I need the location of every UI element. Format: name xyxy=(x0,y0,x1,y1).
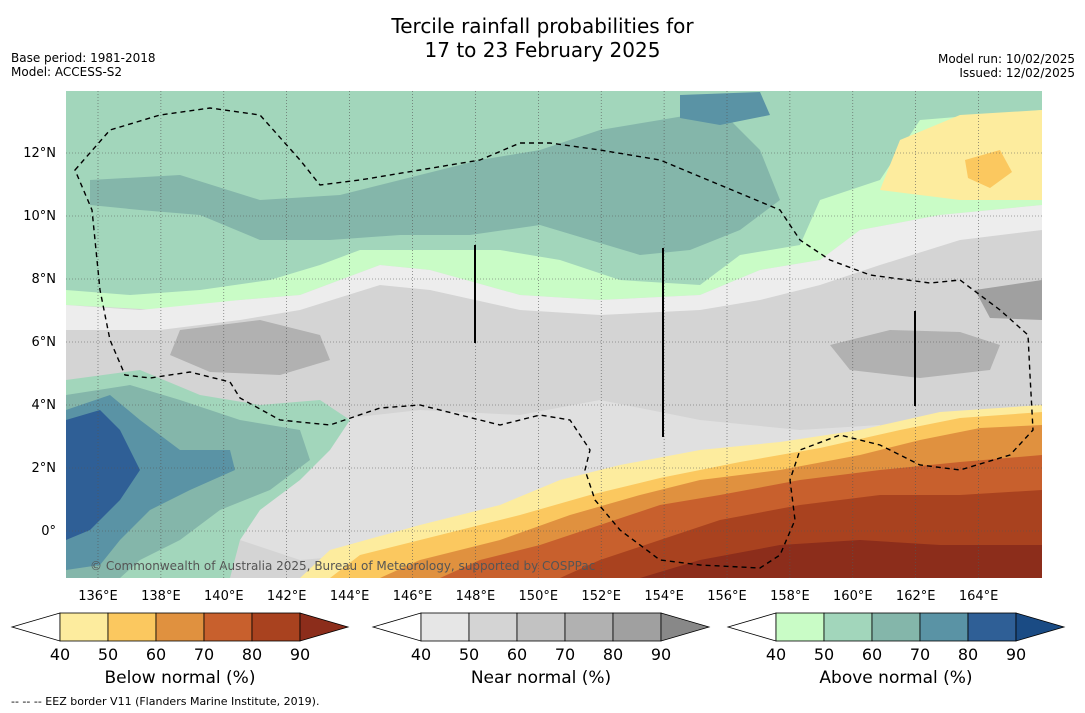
colorbar-0-segment-3 xyxy=(203,612,253,642)
colorbar-0-segment-0 xyxy=(59,612,109,642)
base-period: Base period: 1981-2018 xyxy=(11,51,156,65)
colorbar-2-segment-4 xyxy=(967,612,1017,642)
probability-map xyxy=(66,91,1042,578)
lon-label-6: 148°E xyxy=(456,589,496,604)
meta-left: Base period: 1981-2018 Model: ACCESS-S2 xyxy=(11,51,156,79)
lon-label-3: 142°E xyxy=(267,589,307,604)
colorbar-label-near: Near normal (%) xyxy=(470,668,612,688)
meta-right: Model run: 10/02/2025 Issued: 12/02/2025 xyxy=(938,52,1075,80)
colorbar-1-tick-0: 40 xyxy=(411,645,431,664)
colorbar-1-extend-low xyxy=(371,612,422,642)
colorbar-0-extend-high xyxy=(299,612,350,642)
lon-label-0: 136°E xyxy=(78,589,118,604)
gridlines xyxy=(66,91,1042,578)
lat-label-2: 8°N xyxy=(32,272,57,287)
latitude-labels: 12°N 10°N 8°N 6°N 4°N 2°N 0° xyxy=(23,146,56,539)
chart-title-line1: Tercile rainfall probabilities for xyxy=(391,14,694,38)
lon-label-4: 144°E xyxy=(330,589,370,604)
colorbar-2-tick-5: 90 xyxy=(1006,645,1026,664)
colorbar-label-below: Below normal (%) xyxy=(104,668,256,688)
colorbar-1-tick-1: 50 xyxy=(459,645,479,664)
above-normal-90-region-sw xyxy=(66,410,140,540)
above-normal-70-region xyxy=(90,110,780,255)
colorbar-1-segment-4 xyxy=(612,612,662,642)
colorbar-0-tick-3: 70 xyxy=(194,645,214,664)
colorbar-0-tick-1: 50 xyxy=(98,645,118,664)
model-name: Model: ACCESS-S2 xyxy=(11,65,123,79)
issued-date: Issued: 12/02/2025 xyxy=(959,66,1075,80)
lon-label-7: 150°E xyxy=(519,589,559,604)
colorbar-2-tick-4: 80 xyxy=(958,645,978,664)
colorbar-0-segment-2 xyxy=(155,612,205,642)
lon-label-2: 140°E xyxy=(204,589,244,604)
colorbar-1-segment-1 xyxy=(468,612,518,642)
lat-label-0: 12°N xyxy=(23,146,56,161)
model-run: Model run: 10/02/2025 xyxy=(937,52,1075,66)
colorbars: 40 50 60 70 80 90 40 50 60 70 80 90 40 50 60 70 80 90 xyxy=(10,612,1066,664)
colorbar-0-extend-low xyxy=(10,612,61,642)
colorbar-2-tick-0: 40 xyxy=(766,645,786,664)
colorbar-2-segment-2 xyxy=(871,612,921,642)
copyright-text: © Commonwealth of Australia 2025, Bureau… xyxy=(90,559,595,573)
lat-label-3: 6°N xyxy=(32,335,57,350)
near-normal-70-region-west xyxy=(170,320,330,375)
colorbar-0-tick-5: 90 xyxy=(290,645,310,664)
below-normal-max-region-south xyxy=(640,540,1042,578)
colorbar-1-tick-2: 60 xyxy=(507,645,527,664)
colorbar-2-tick-2: 60 xyxy=(862,645,882,664)
colorbar-0: 40 50 60 70 80 90 xyxy=(10,612,350,664)
footnote: -- -- -- EEZ border V11 (Flanders Marine… xyxy=(11,695,320,708)
lat-label-6: 0° xyxy=(41,524,56,539)
colorbar-1: 40 50 60 70 80 90 xyxy=(371,612,711,664)
colorbar-1-segment-2 xyxy=(516,612,566,642)
lon-label-10: 156°E xyxy=(707,589,747,604)
colorbar-2-tick-3: 70 xyxy=(910,645,930,664)
colorbar-1-tick-3: 70 xyxy=(555,645,575,664)
colorbar-2: 40 50 60 70 80 90 xyxy=(726,612,1066,664)
colorbar-2-segment-0 xyxy=(775,612,825,642)
colorbar-0-segment-1 xyxy=(107,612,157,642)
lon-label-9: 154°E xyxy=(644,589,684,604)
lon-label-13: 162°E xyxy=(896,589,936,604)
colorbar-0-tick-0: 40 xyxy=(50,645,70,664)
lon-label-8: 152°E xyxy=(581,589,621,604)
above-normal-80-region-north xyxy=(680,92,770,125)
colorbar-1-segment-3 xyxy=(564,612,614,642)
colorbar-2-extend-high xyxy=(1015,612,1066,642)
colorbar-2-extend-low xyxy=(726,612,777,642)
colorbar-2-segment-1 xyxy=(823,612,873,642)
lat-label-5: 2°N xyxy=(32,461,57,476)
near-normal-80-region-east xyxy=(975,280,1042,320)
near-normal-40-band xyxy=(66,205,1042,330)
lat-label-4: 4°N xyxy=(32,398,57,413)
lon-label-12: 160°E xyxy=(833,589,873,604)
colorbar-2-segment-3 xyxy=(919,612,969,642)
colorbar-0-segment-4 xyxy=(251,612,301,642)
colorbar-1-tick-5: 90 xyxy=(651,645,671,664)
below-normal-60-region-ne xyxy=(965,150,1012,188)
lon-label-11: 158°E xyxy=(770,589,810,604)
chart-title-line2: 17 to 23 February 2025 xyxy=(424,38,661,62)
colorbar-label-above: Above normal (%) xyxy=(819,668,973,688)
colorbar-1-tick-4: 80 xyxy=(603,645,623,664)
lon-label-5: 146°E xyxy=(393,589,433,604)
lon-label-1: 138°E xyxy=(141,589,181,604)
colorbar-1-segment-0 xyxy=(420,612,470,642)
colorbar-0-tick-4: 80 xyxy=(242,645,262,664)
colorbar-1-extend-high xyxy=(660,612,711,642)
colorbar-2-tick-1: 50 xyxy=(814,645,834,664)
longitude-labels: 136°E 138°E 140°E 142°E 144°E 146°E 148°E 150°E… xyxy=(78,589,998,604)
lat-label-1: 10°N xyxy=(23,209,56,224)
lon-label-14: 164°E xyxy=(959,589,999,604)
colorbar-0-tick-2: 60 xyxy=(146,645,166,664)
